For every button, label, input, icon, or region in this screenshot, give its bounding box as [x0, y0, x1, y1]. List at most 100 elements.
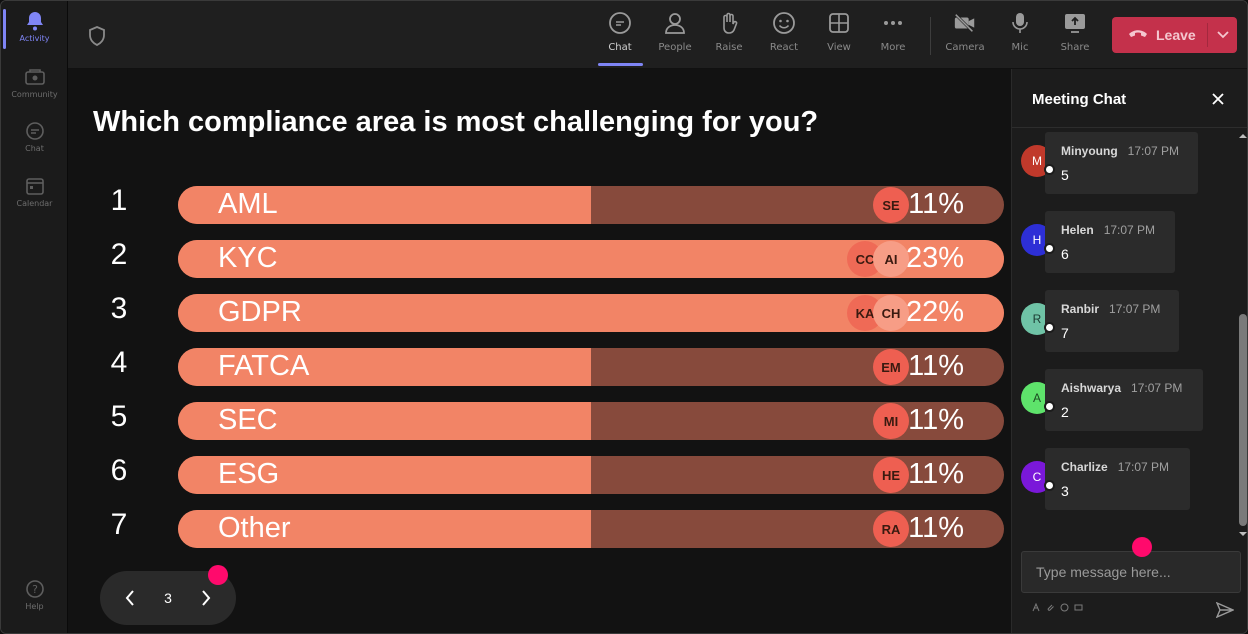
toolbar-mic-button[interactable]: Mic [995, 11, 1045, 61]
poll-option-fill [178, 348, 591, 386]
toolbar-share-button[interactable]: Share [1050, 11, 1100, 61]
rail-item-label: Activity [19, 34, 50, 43]
rail-item-help[interactable]: ? Help [1, 579, 68, 629]
poll-option-label: ESG [218, 458, 280, 490]
leave-button[interactable]: Leave [1112, 17, 1237, 53]
chat-divider [1012, 127, 1247, 128]
poll-option-number: 4 [110, 346, 128, 379]
poll-option-label: KYC [218, 242, 278, 274]
message-sender: Ranbir [1061, 302, 1100, 316]
leave-main-button[interactable]: Leave [1112, 17, 1207, 53]
toolbar-chat-button[interactable]: Chat [595, 11, 645, 61]
message-timestamp: 17:07 PM [1103, 223, 1156, 237]
chat-scrollbar[interactable] [1236, 128, 1247, 543]
page-number: 3 [164, 590, 172, 606]
bell-icon [25, 11, 45, 31]
close-chat-button[interactable] [1208, 89, 1228, 109]
message-sender: Aishwarya [1061, 381, 1122, 395]
message-timestamp: 17:07 PM [1109, 302, 1161, 316]
poll-option-number: 2 [110, 238, 128, 271]
poll-option-bar: AML 11% SE [178, 186, 1004, 224]
poll-option-percent: 22% [905, 296, 964, 328]
message-text: 7 [1061, 325, 1069, 341]
pointer-highlight [1132, 537, 1152, 557]
chat-message-input[interactable] [1021, 551, 1241, 593]
toolbar-label: Chat [608, 42, 632, 53]
toolbar-react-button[interactable]: React [759, 11, 809, 61]
format-icon[interactable] [1032, 603, 1041, 612]
meeting-chat-panel: Meeting Chat M Minyoung 17:07 PM 5 H Helen 17:… [1011, 69, 1247, 633]
rail-item-community[interactable]: Community [1, 67, 68, 117]
poll-option-label: FATCA [218, 350, 310, 382]
toolbar-label: View [827, 42, 851, 53]
active-tab-indicator [598, 63, 643, 66]
message-timestamp: 17:07 PM [1117, 460, 1170, 474]
toolbar-separator [930, 17, 931, 55]
rail-item-label: Calendar [16, 199, 53, 208]
send-button[interactable] [1214, 599, 1236, 621]
gif-icon[interactable] [1074, 603, 1083, 612]
poll-option-fill [178, 510, 591, 548]
toolbar-raise-button[interactable]: Raise [704, 11, 754, 61]
next-page-button[interactable] [191, 583, 221, 613]
camera-off-icon [953, 11, 977, 35]
poll-option-number: 7 [110, 508, 128, 541]
chat-message: C Charlize 17:07 PM 3 [1012, 444, 1236, 510]
help-icon: ? [25, 579, 45, 599]
rail-item-activity[interactable]: Activity [1, 11, 68, 61]
poll-option-label: Other [218, 512, 291, 544]
chat-icon [25, 121, 45, 141]
voter-avatar: AI [873, 241, 909, 277]
voter-avatar: RA [873, 511, 909, 547]
poll-option-number: 3 [110, 292, 128, 325]
hang-up-icon [1128, 26, 1148, 44]
scrollbar-thumb[interactable] [1239, 314, 1247, 526]
attach-icon[interactable] [1046, 603, 1055, 612]
poll-option-bar: GDPR 22% KA CH [178, 294, 1004, 332]
toolbar-more-button[interactable]: More [868, 11, 918, 61]
rail-item-chat[interactable]: Chat [1, 121, 68, 171]
chat-message: M Minyoung 17:07 PM 5 [1012, 128, 1236, 194]
message-sender: Helen [1061, 223, 1094, 237]
presence-status-icon [1044, 322, 1055, 333]
chevron-left-icon [126, 590, 135, 606]
rail-item-calendar[interactable]: Calendar [1, 176, 68, 226]
message-bubble: Helen 17:07 PM 6 [1045, 211, 1175, 273]
toolbar-camera-button[interactable]: Camera [940, 11, 990, 61]
chat-message: A Aishwarya 17:07 PM 2 [1012, 365, 1236, 431]
previous-page-button[interactable] [115, 583, 145, 613]
rail-active-indicator [3, 9, 6, 49]
meeting-toolbar: Chat People Raise React View [68, 1, 1247, 69]
chevron-right-icon [201, 590, 210, 606]
message-text: 3 [1061, 483, 1069, 499]
poll-option-label: AML [218, 188, 278, 220]
message-bubble: Aishwarya 17:07 PM 2 [1045, 369, 1203, 431]
voter-avatar: MI [873, 403, 909, 439]
poll-option-percent: 11% [908, 512, 964, 544]
toolbar-view-button[interactable]: View [814, 11, 864, 61]
chat-message-list[interactable]: M Minyoung 17:07 PM 5 H Helen 17:07 PM 6 R Ranbir… [1012, 128, 1236, 543]
poll-option-label: GDPR [218, 296, 302, 328]
toolbar-label: React [769, 42, 799, 53]
message-timestamp: 17:07 PM [1131, 381, 1183, 395]
rail-item-label: Help [25, 602, 44, 611]
poll-option-percent: 11% [908, 404, 964, 436]
rail-item-label: Chat [25, 144, 44, 153]
poll-option-bar: ESG 11% HE [178, 456, 1004, 494]
leave-options-button[interactable] [1208, 17, 1237, 53]
message-text: 6 [1061, 246, 1069, 262]
message-bubble: Minyoung 17:07 PM 5 [1045, 132, 1198, 194]
toolbar-label: More [880, 42, 906, 53]
chevron-down-icon [1216, 26, 1229, 44]
toolbar-people-button[interactable]: People [650, 11, 700, 61]
poll-option-percent: 23% [905, 242, 964, 274]
toolbar-label: Camera [945, 42, 985, 53]
emoji-icon[interactable] [1060, 603, 1069, 612]
poll-option-number: 1 [110, 184, 128, 217]
voter-avatar: HE [873, 457, 909, 493]
voter-avatar: SE [873, 187, 909, 223]
poll-option-percent: 11% [908, 188, 964, 220]
voter-avatar: CH [873, 295, 909, 331]
poll-option-percent: 11% [908, 458, 964, 490]
